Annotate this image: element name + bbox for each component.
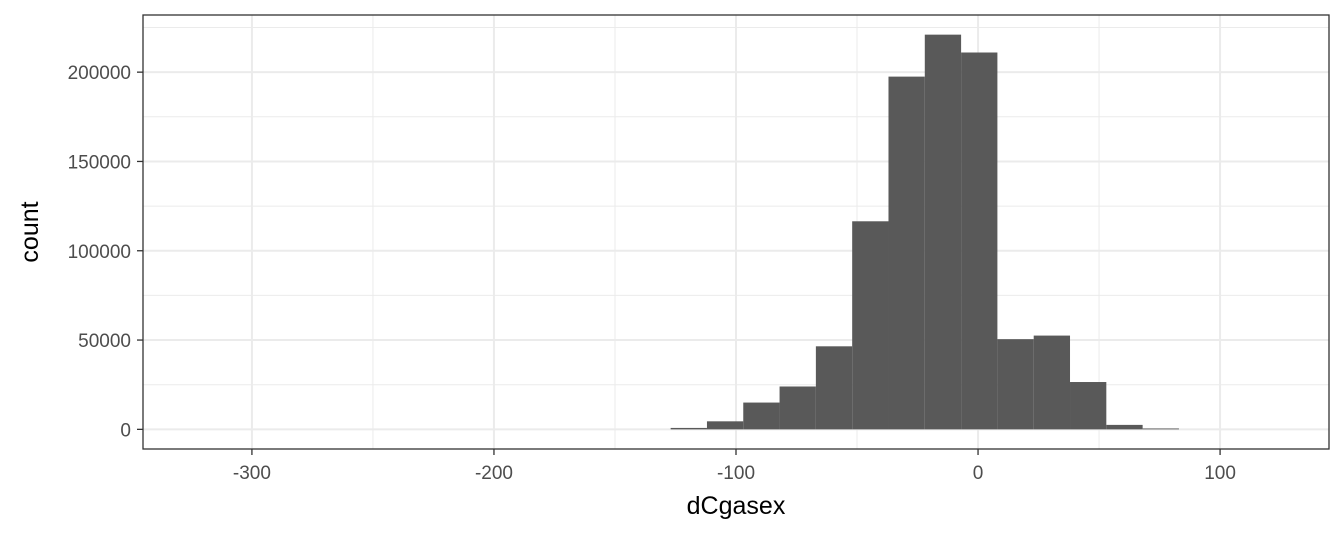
x-tick-label: -300 (233, 463, 271, 484)
histogram-bar (924, 34, 962, 430)
x-tick-label: -100 (717, 463, 755, 484)
x-tick-label: 100 (1204, 463, 1236, 484)
y-tick-label: 50000 (78, 331, 131, 352)
y-tick-label: 200000 (68, 63, 131, 84)
y-axis: 0 50000 100000 150000 200000 (68, 63, 143, 441)
histogram-bar (1070, 382, 1107, 430)
histogram-bar (997, 339, 1034, 430)
x-tick-label: 0 (973, 463, 984, 484)
histogram-bars (670, 34, 1179, 430)
histogram-bar (961, 52, 998, 430)
y-axis-title: count (16, 201, 44, 262)
y-tick-label: 0 (120, 420, 131, 441)
histogram-bar (1106, 424, 1143, 430)
x-axis-title: dCgasex (687, 492, 786, 520)
histogram-bar (706, 421, 744, 430)
x-axis: -300 -200 -100 0 100 (233, 449, 1236, 484)
histogram-bar (888, 76, 925, 430)
histogram-bar (743, 402, 780, 430)
histogram-bar (779, 386, 816, 430)
y-tick-label: 150000 (68, 152, 131, 173)
histogram-bar (852, 221, 889, 430)
y-tick-label: 100000 (68, 242, 131, 263)
histogram-bar (815, 346, 853, 430)
histogram-bar (670, 427, 707, 430)
x-tick-label: -200 (475, 463, 513, 484)
histogram-bar (1142, 428, 1179, 430)
histogram-bar (1033, 335, 1071, 430)
